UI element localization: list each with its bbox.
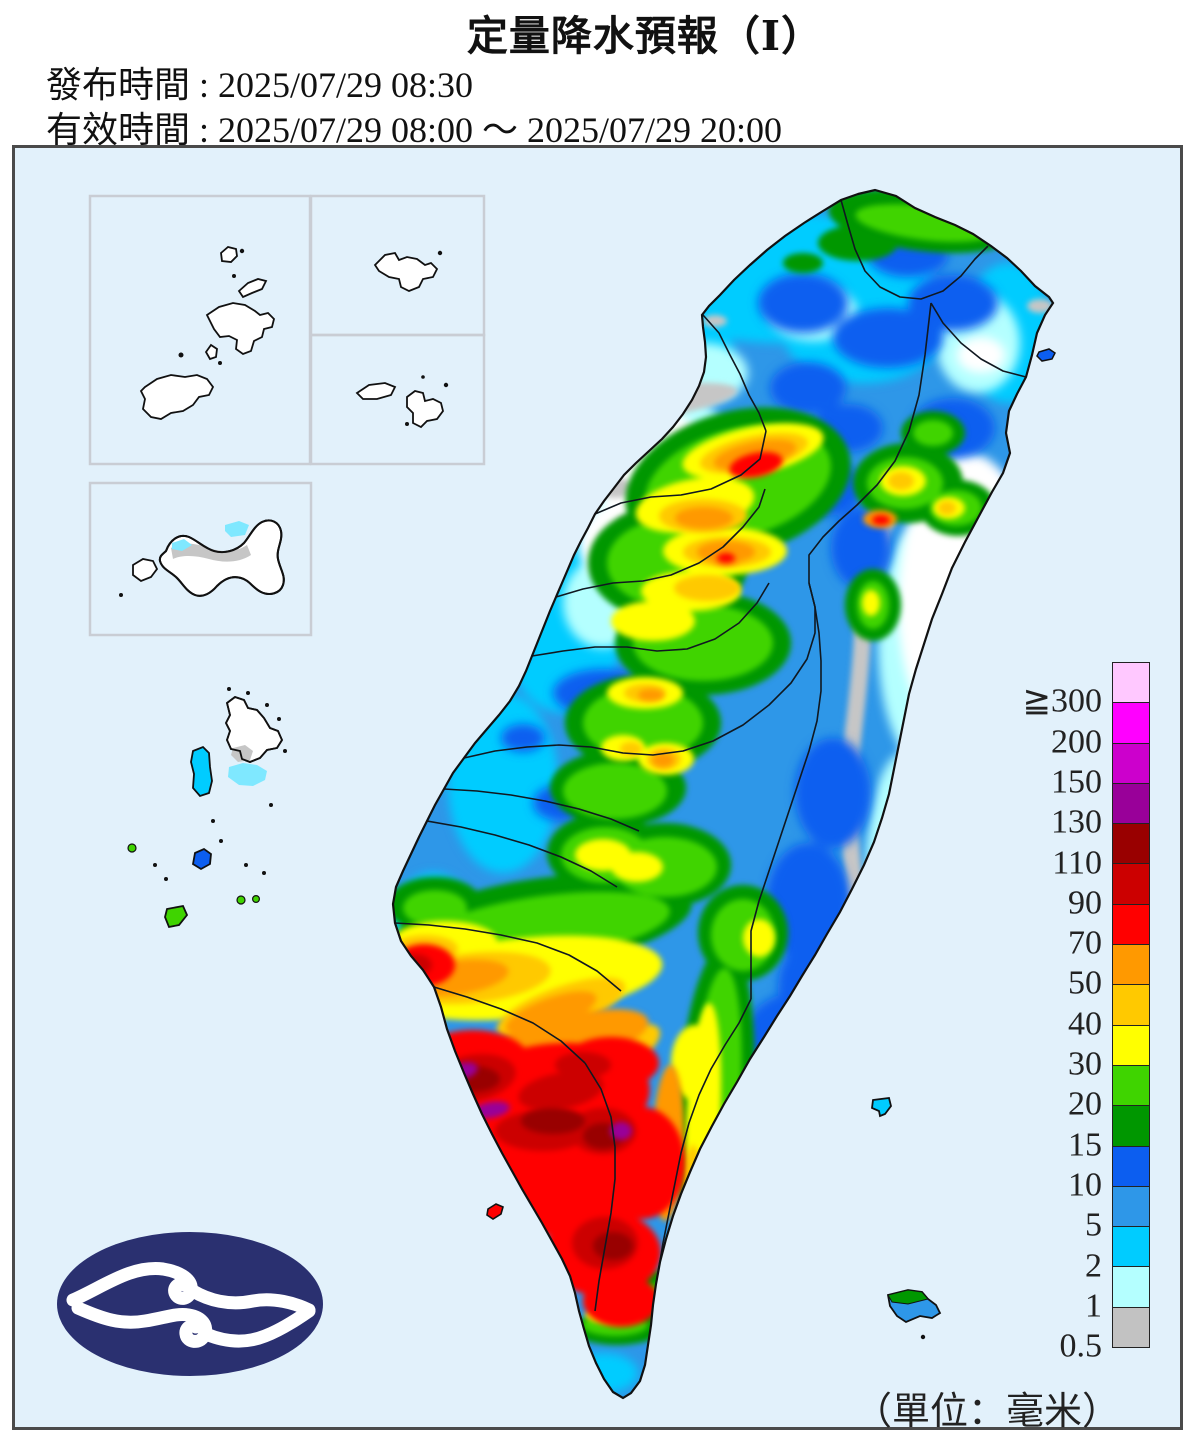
legend-label: 15 bbox=[1068, 1126, 1102, 1164]
dongyin-island bbox=[373, 250, 443, 292]
legend-cell bbox=[1112, 903, 1150, 946]
offshore-islands bbox=[127, 348, 1056, 1340]
legend-label: 50 bbox=[1068, 965, 1102, 1003]
rainfall-legend bbox=[1112, 662, 1150, 1349]
legend-label: 130 bbox=[1051, 803, 1102, 841]
legend-label: ≧300 bbox=[1022, 682, 1103, 720]
legend-label: 0.5 bbox=[1059, 1327, 1103, 1365]
legend-cell bbox=[1112, 1064, 1150, 1107]
legend-label: 150 bbox=[1051, 763, 1102, 801]
county-borders bbox=[394, 199, 1027, 1312]
legend-label: 30 bbox=[1068, 1045, 1102, 1083]
legend-label: 200 bbox=[1051, 723, 1102, 761]
legend-cell bbox=[1112, 782, 1150, 825]
legend-cell bbox=[1112, 944, 1150, 986]
map-canvas: ≧300 200 150 130 110 90 70 50 40 30 20 15 10 5 2 1 0.5 （… bbox=[12, 145, 1183, 1433]
legend-unit-label: （單位：毫米） bbox=[853, 1391, 1120, 1433]
legend-label: 10 bbox=[1068, 1166, 1102, 1204]
page-title: 定量降水預報（Ⅰ） bbox=[466, 13, 824, 59]
legend-cell bbox=[1112, 1105, 1150, 1147]
legend-cell bbox=[1112, 742, 1150, 784]
legend-cell bbox=[1112, 1306, 1150, 1349]
legend-cell bbox=[1112, 1024, 1150, 1066]
kinmen-island bbox=[119, 519, 285, 597]
matsu-islands bbox=[139, 246, 275, 420]
legend-cell bbox=[1112, 1226, 1150, 1268]
legend-label: 5 bbox=[1085, 1206, 1102, 1244]
legend-label: 110 bbox=[1052, 844, 1102, 882]
legend-label: 2 bbox=[1085, 1247, 1102, 1285]
legend-cell bbox=[1112, 702, 1150, 744]
legend-cell bbox=[1112, 1145, 1150, 1187]
legend-label: 20 bbox=[1068, 1085, 1102, 1123]
legend-label: 40 bbox=[1068, 1005, 1102, 1043]
cwb-logo-icon bbox=[57, 1232, 323, 1376]
legend-cell bbox=[1112, 1266, 1150, 1308]
legend-cell bbox=[1112, 1185, 1150, 1228]
legend-label: 1 bbox=[1085, 1287, 1102, 1325]
legend-cell bbox=[1112, 823, 1150, 865]
taiwan-rainfall-map bbox=[57, 188, 1056, 1400]
legend-label: 70 bbox=[1068, 924, 1102, 962]
valid-time: 有效時間 : 2025/07/29 08:00 ～ 2025/07/29 20:… bbox=[46, 110, 783, 150]
legend-label: 90 bbox=[1068, 884, 1102, 922]
legend-cell bbox=[1112, 984, 1150, 1026]
inset-boxes bbox=[88, 194, 486, 637]
south-islets bbox=[355, 375, 449, 429]
legend-cell bbox=[1112, 863, 1150, 905]
taiwan-coastline bbox=[391, 188, 1055, 1400]
legend-cell bbox=[1112, 662, 1150, 704]
issued-time: 發布時間 : 2025/07/29 08:30 bbox=[46, 65, 474, 105]
